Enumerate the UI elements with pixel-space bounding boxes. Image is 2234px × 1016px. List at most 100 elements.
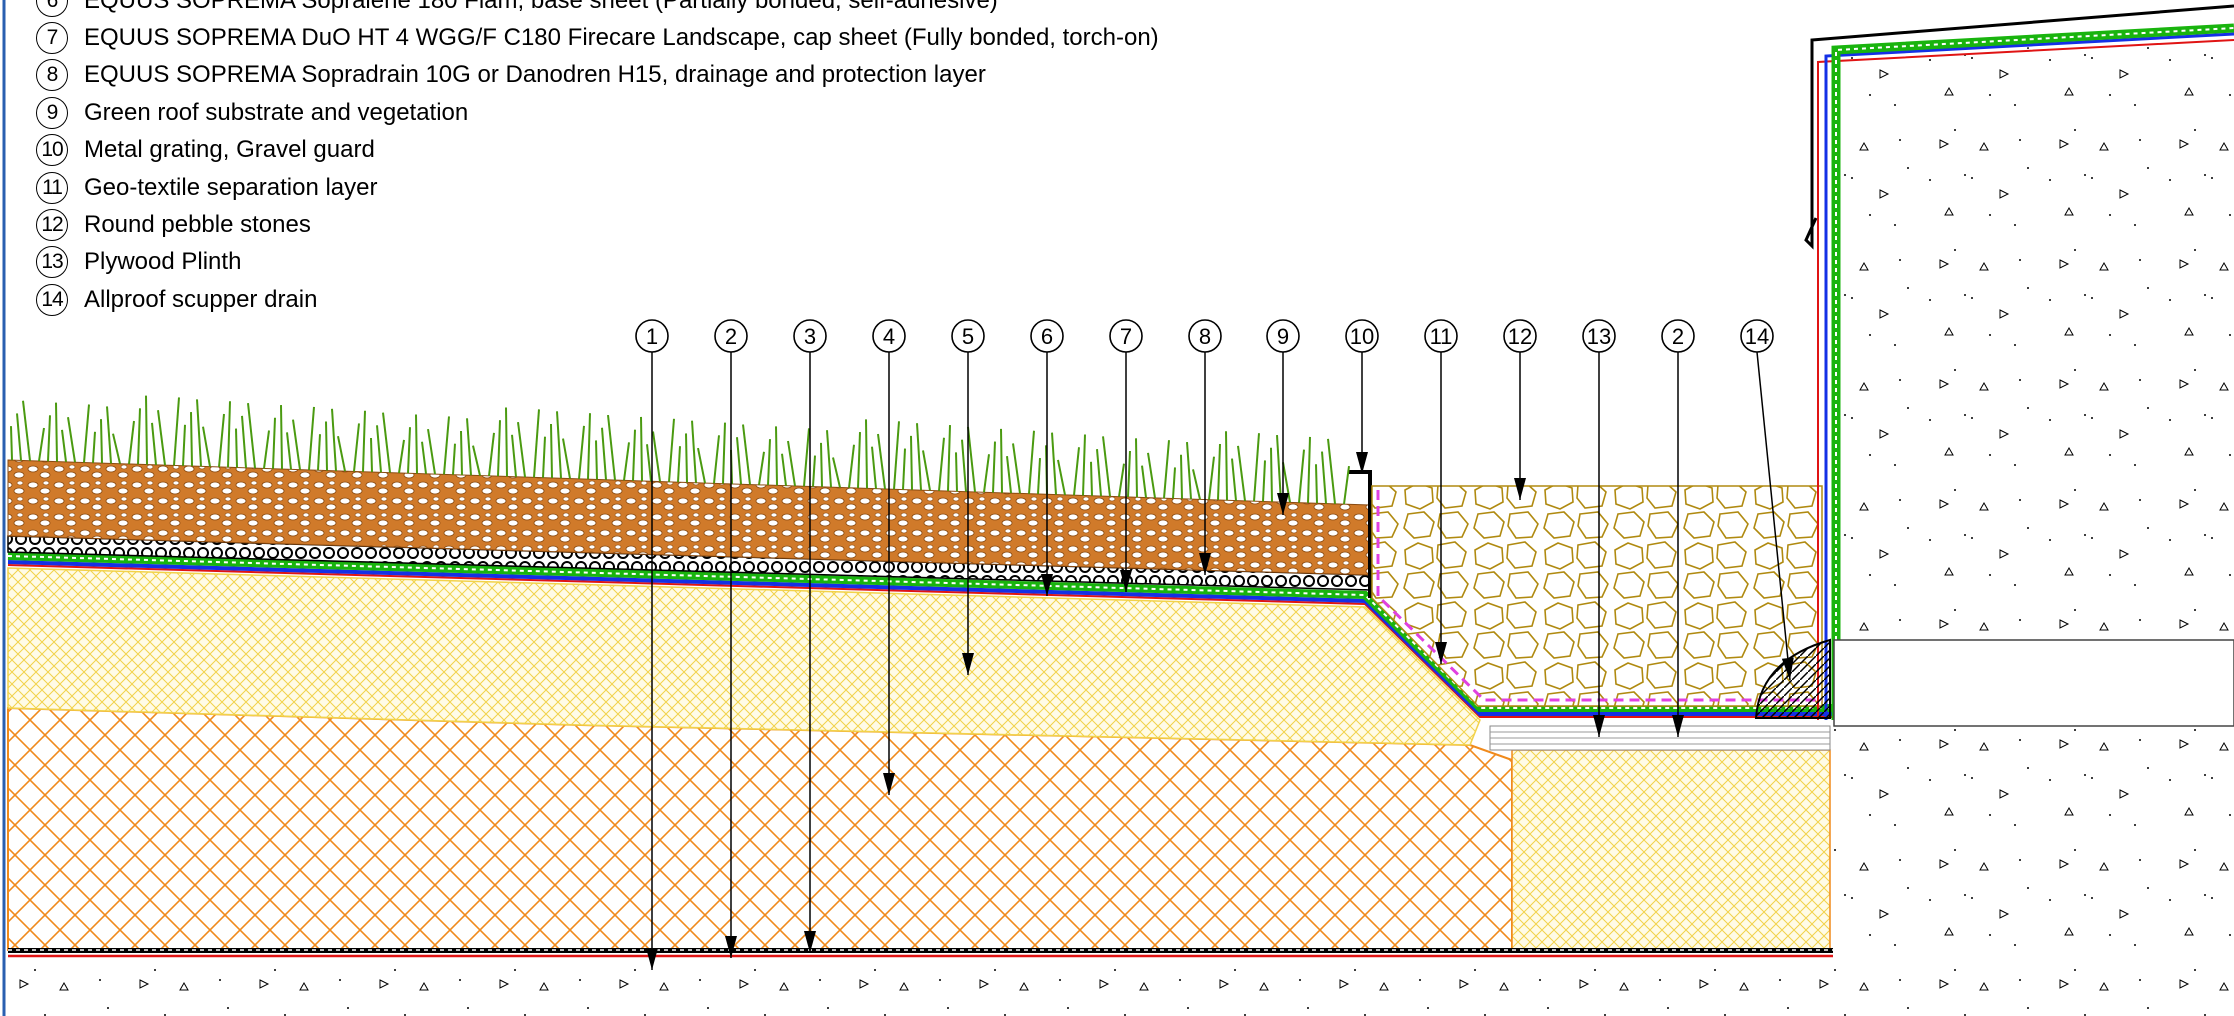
callout-number: 8 xyxy=(1199,324,1211,349)
grass-blade xyxy=(497,420,501,477)
callout-number: 14 xyxy=(1745,324,1769,349)
grass-blade xyxy=(685,433,688,483)
grass-blade xyxy=(190,412,193,467)
callout-circle xyxy=(1503,319,1537,353)
grass-blade xyxy=(877,433,886,490)
grass-blade xyxy=(902,448,906,490)
legend-item: 10 Metal grating, Gravel guard xyxy=(36,132,1159,169)
grass-blade xyxy=(241,415,247,468)
grass-blade xyxy=(272,417,276,469)
grass-blade xyxy=(640,416,643,481)
grass-blade xyxy=(128,420,135,465)
grass-blade xyxy=(595,440,598,480)
grass-blade xyxy=(542,436,546,478)
callout-number: 9 xyxy=(1277,324,1289,349)
grass-blade xyxy=(677,446,681,483)
callout-circle xyxy=(1188,319,1222,353)
grass-blade xyxy=(652,431,661,482)
membrane-green xyxy=(7,552,1845,712)
geotextile-layer xyxy=(1376,490,1822,702)
callout-number: 6 xyxy=(1041,324,1053,349)
grass-blade xyxy=(227,401,231,468)
grass-blade xyxy=(691,420,697,483)
grass-blade xyxy=(803,428,810,487)
callout-arrow xyxy=(1120,570,1132,592)
grass-blade xyxy=(362,410,366,472)
grass-blade xyxy=(562,438,571,479)
grass-blade xyxy=(466,418,472,476)
legend-label: Plywood Plinth xyxy=(84,248,242,276)
callout-circle xyxy=(1030,319,1064,353)
grass-blade xyxy=(370,437,373,473)
grass-blade xyxy=(1208,456,1215,500)
grass-blade xyxy=(955,452,958,492)
grass-blade xyxy=(1315,464,1318,504)
callouts: 1 2 3 4 5 6 7 8 9 10 11 12 13 2 14 xyxy=(635,319,1794,970)
grass-blade xyxy=(263,430,270,469)
legend-number: 11 xyxy=(36,171,68,204)
grass-blade xyxy=(1090,461,1093,496)
callout-arrow xyxy=(1199,553,1211,575)
grass-blade xyxy=(1147,452,1156,499)
insulation-plinth xyxy=(1511,749,1831,951)
legend-label: EQUUS SOPREMA DuO HT 4 WGG/F C180 Fireca… xyxy=(84,24,1159,52)
grass-blade xyxy=(382,412,391,473)
callout-circle xyxy=(1582,319,1616,353)
grass-blade xyxy=(601,427,607,480)
grass-blade xyxy=(1276,434,1282,503)
grass-blade xyxy=(550,423,553,478)
callout-number: 5 xyxy=(962,324,974,349)
grass-blade xyxy=(1307,436,1311,503)
grass-blade xyxy=(443,416,450,475)
callout-circle xyxy=(872,319,906,353)
callout-number: 4 xyxy=(883,324,895,349)
legend-item: 8 EQUUS SOPREMA Sopradrain 10G or Danodr… xyxy=(36,57,1159,94)
grass-blade xyxy=(1186,442,1192,500)
grass-blade xyxy=(1073,447,1080,496)
concrete-wall xyxy=(1834,36,2234,1016)
grass-blade xyxy=(713,435,720,484)
grass-blade xyxy=(848,444,855,488)
grass-blade xyxy=(325,421,328,471)
grass-blade xyxy=(767,439,771,486)
callout-arrow xyxy=(1041,574,1053,596)
callout-number: 1 xyxy=(646,324,658,349)
grass-blade xyxy=(947,425,951,492)
grass-blade xyxy=(100,419,103,464)
callout-arrow xyxy=(1356,452,1368,474)
callout-circle xyxy=(1266,319,1300,353)
callout-arrow xyxy=(1435,642,1447,664)
grass-blade xyxy=(145,395,148,465)
grass-blade xyxy=(83,404,90,463)
grass-blade xyxy=(1270,447,1273,502)
callout-circle xyxy=(1661,319,1695,353)
legend: 6 EQUUS SOPREMA Sopralene 180 Flam, base… xyxy=(36,0,1159,319)
grass-blade xyxy=(1028,430,1035,494)
callout-circle xyxy=(1424,319,1458,353)
grass-blade xyxy=(722,422,726,484)
grass-blade xyxy=(992,441,996,493)
callout-circle xyxy=(714,319,748,353)
membrane-blue xyxy=(7,560,1845,716)
metal-flashing xyxy=(1804,4,2234,250)
callout-circle xyxy=(1345,319,1379,353)
insulation-lower xyxy=(7,706,1513,951)
grass-blade xyxy=(1172,467,1176,499)
membrane-red xyxy=(7,564,1845,718)
grass-blade xyxy=(331,408,337,471)
grass-blade xyxy=(1237,445,1246,501)
grass-blade xyxy=(632,429,636,481)
grass-blade xyxy=(407,427,411,474)
callout-arrow xyxy=(1781,657,1794,680)
grass-blade xyxy=(736,437,742,485)
grass-blade xyxy=(578,425,585,479)
grass-blade xyxy=(983,454,990,493)
grass-blade xyxy=(1082,434,1086,496)
legend-number: 13 xyxy=(36,246,68,279)
callout-arrow xyxy=(1593,715,1605,737)
grass-blade xyxy=(1192,469,1201,500)
grass-blade xyxy=(857,432,861,489)
grass-blade xyxy=(1217,443,1221,501)
grass-blade xyxy=(1225,431,1228,501)
